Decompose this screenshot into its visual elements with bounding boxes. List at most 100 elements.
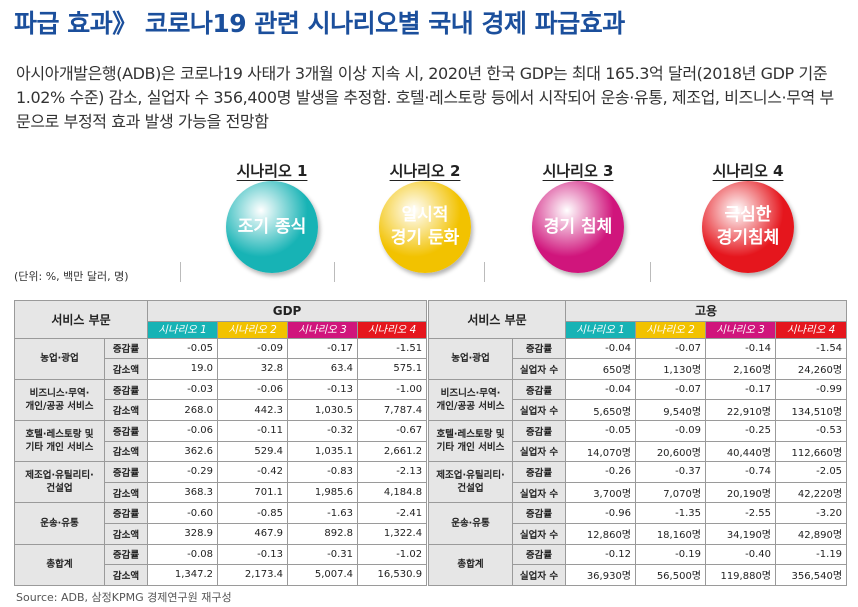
value-cell: 63.4 — [287, 358, 359, 380]
data-row: 실업자 수 12,860명 18,160명 34,190명 42,890명 — [429, 522, 848, 545]
separator — [650, 262, 651, 282]
value-cell: 1,030.5 — [287, 399, 359, 421]
scenario-header: 시나리오 1 — [565, 320, 637, 339]
value-cell: 19.0 — [147, 358, 219, 380]
value-cell: -0.17 — [705, 378, 777, 401]
value-cell: 9,540명 — [635, 399, 707, 421]
sector: 총합계 — [14, 543, 105, 586]
value-cell: -0.05 — [565, 419, 637, 442]
value-cell: 2,160명 — [705, 358, 777, 380]
metric: 감소액 — [103, 522, 149, 545]
value-cell: -0.83 — [287, 461, 359, 483]
metric: 실업자 수 — [511, 481, 567, 504]
value-cell: -0.09 — [635, 419, 707, 442]
scenario-header: 시나리오 4 — [357, 320, 428, 339]
separator — [180, 262, 181, 282]
data-row: 운송·유통 증감률 -0.96 -1.35 -2.55 -3.20 — [428, 502, 848, 545]
sector: 비즈니스·무역· 개인/공공 서비스 — [428, 378, 513, 421]
value-cell: 328.9 — [147, 522, 219, 545]
sector: 호텔·레스토랑 및 기타 개인 서비스 — [14, 419, 105, 463]
metric: 감소액 — [103, 481, 149, 504]
header-row: 서비스 부문 GDP — [13, 300, 428, 339]
metric: 증감률 — [103, 543, 149, 566]
data-row: 실업자 수 650명 1,130명 2,160명 24,260명 — [429, 358, 848, 380]
value-cell: -0.11 — [217, 419, 289, 442]
value-cell: -0.06 — [217, 378, 289, 401]
scenario-header: 시나리오 2 — [217, 320, 289, 339]
metric: 증감률 — [511, 543, 567, 566]
value-cell: -0.85 — [217, 502, 289, 524]
data-row: 비즈니스·무역· 개인/공공 서비스 증감률 -0.03 -0.06 -0.13 -1.0… — [14, 378, 428, 421]
value-cell: 7,070명 — [635, 481, 707, 504]
metric: 감소액 — [103, 440, 149, 463]
value-cell: 56,500명 — [635, 564, 707, 586]
value-cell: 14,070명 — [565, 440, 637, 463]
value-cell: 12,860명 — [565, 522, 637, 545]
value-cell: 119,880명 — [705, 564, 777, 586]
metric: 실업자 수 — [511, 358, 567, 380]
metric: 증감률 — [103, 461, 149, 483]
metric: 증감률 — [103, 378, 149, 401]
value-cell: 32.8 — [217, 358, 289, 380]
sector: 농업·광업 — [14, 337, 105, 380]
value-cell: -2.55 — [705, 502, 777, 524]
value-cell: 24,260명 — [775, 358, 848, 380]
metric: 증감률 — [511, 378, 567, 401]
metric: 감소액 — [103, 358, 149, 380]
value-cell: -1.63 — [287, 502, 359, 524]
value-cell: 40,440명 — [705, 440, 777, 463]
value-cell: 529.4 — [217, 440, 289, 463]
value-cell: -0.04 — [565, 378, 637, 401]
data-row: 농업·광업 증감률 -0.04 -0.07 -0.14 -1.54 — [428, 337, 848, 380]
metric: 증감률 — [511, 419, 567, 442]
value-cell: 134,510명 — [775, 399, 848, 421]
value-cell: 701.1 — [217, 481, 289, 504]
metric: 증감률 — [511, 337, 567, 360]
data-row: 제조업·유틸리티· 건설업 증감률 -0.26 -0.37 -0.74 -2.05 — [428, 461, 848, 504]
data-row: 실업자 수 36,930명 56,500명 119,880명 356,540명 — [429, 564, 848, 586]
group-header: GDP — [147, 300, 428, 322]
separator — [334, 262, 335, 282]
value-cell: 22,910명 — [705, 399, 777, 421]
value-cell: -0.09 — [217, 337, 289, 360]
data-row: 호텔·레스토랑 및 기타 개인 서비스 증감률 -0.06 -0.11 -0.32 -0.… — [14, 419, 428, 463]
value-cell: -2.05 — [775, 461, 848, 483]
value-cell: -1.02 — [357, 543, 428, 566]
value-cell: -0.13 — [287, 378, 359, 401]
value-cell: -0.08 — [147, 543, 219, 566]
value-cell: -0.04 — [565, 337, 637, 360]
value-cell: -0.53 — [775, 419, 848, 442]
data-row: 실업자 수 3,700명 7,070명 20,190명 42,220명 — [429, 481, 848, 504]
value-cell: -1.54 — [775, 337, 848, 360]
value-cell: 5,007.4 — [287, 564, 359, 586]
metric: 실업자 수 — [511, 564, 567, 586]
value-cell: 368.3 — [147, 481, 219, 504]
value-cell: -0.42 — [217, 461, 289, 483]
metric: 증감률 — [511, 461, 567, 483]
value-cell: 42,890명 — [775, 522, 848, 545]
value-cell: 467.9 — [217, 522, 289, 545]
value-cell: -2.13 — [357, 461, 428, 483]
value-cell: 1,130명 — [635, 358, 707, 380]
value-cell: 18,160명 — [635, 522, 707, 545]
scenario-label: 시나리오 3 — [542, 162, 614, 180]
data-row: 감소액 1,347.2 2,173.4 5,007.4 16,530.9 — [15, 564, 428, 586]
data-row: 총합계 증감률 -0.12 -0.19 -0.40 -1.19 — [428, 543, 848, 586]
value-cell: 2,173.4 — [217, 564, 289, 586]
value-cell: -0.67 — [357, 419, 428, 442]
value-cell: -0.14 — [705, 337, 777, 360]
scenario-label: 시나리오 1 — [236, 162, 308, 180]
value-cell: 36,930명 — [565, 564, 637, 586]
sector: 농업·광업 — [428, 337, 513, 380]
value-cell: 1,985.6 — [287, 481, 359, 504]
value-cell: 5,650명 — [565, 399, 637, 421]
data-row: 제조업·유틸리티· 건설업 증감률 -0.29 -0.42 -0.83 -2.13 — [14, 461, 428, 504]
value-cell: 4,184.8 — [357, 481, 428, 504]
value-cell: -0.29 — [147, 461, 219, 483]
value-cell: -0.07 — [635, 337, 707, 360]
header-row: 서비스 부문 고용 — [427, 300, 848, 339]
value-cell: 42,220명 — [775, 481, 848, 504]
value-cell: 1,347.2 — [147, 564, 219, 586]
metric: 감소액 — [103, 399, 149, 421]
